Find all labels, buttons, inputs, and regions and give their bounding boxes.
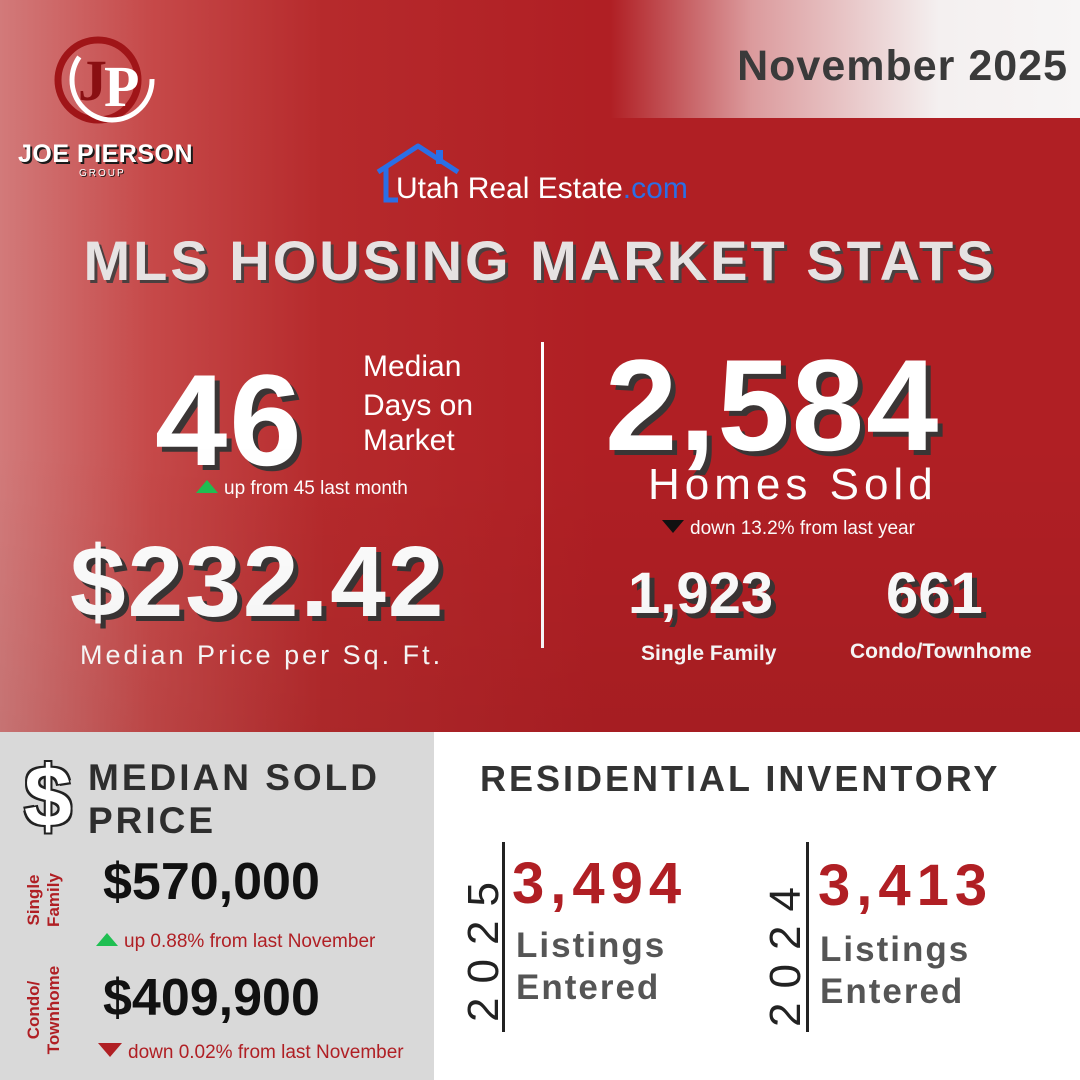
svg-text:J: J [78,48,107,113]
single-family-median-price: $570,000 [103,853,320,911]
dom-label-line3: Market [363,424,455,457]
source-name: Utah Real Estate [396,172,623,205]
residential-inventory-title: RESIDENTIAL INVENTORY [480,758,1001,799]
year-divider [502,842,505,1032]
dollar-icon: $ [24,749,72,845]
single-family-price-note: up 0.88% from last November [96,931,375,953]
down-arrow-icon [98,1043,122,1057]
dom-label-line1: Median [363,350,462,383]
single-family-sold-value: 1,923 [628,561,774,626]
date-band [610,0,1080,118]
svg-text:P: P [104,54,139,119]
condo-sold-label: Condo/Townhome [850,640,1032,663]
days-on-market-value: 46 [155,347,304,493]
divider [541,342,544,648]
brand-name: JOE PIERSON [18,140,193,168]
year-divider [806,842,809,1032]
up-arrow-icon [96,933,118,946]
listings-2025-label: Listings Entered [516,926,667,1007]
listings-2024-label: Listings Entered [820,930,971,1011]
median-sold-price-title: MEDIAN SOLD PRICE [88,757,380,841]
dom-change-note: up from 45 last month [196,478,408,500]
up-arrow-icon [196,480,218,493]
condo-sold-value: 661 [886,561,983,626]
source-tld: .com [622,172,688,205]
homes-sold-label: Homes Sold [648,460,938,509]
house-icon [376,143,460,203]
median-sold-price-panel [0,732,434,1080]
brand-sub: GROUP [79,168,126,179]
homes-sold-value: 2,584 [605,332,941,478]
condo-tag: Condo/ Townhome [24,965,63,1055]
source-logo-text: Utah Real Estate.com [396,172,688,206]
price-per-sqft-value: $232.42 [70,526,446,638]
single-family-sold-label: Single Family [641,642,777,665]
page-title: MLS HOUSING MARKET STATS [83,229,997,292]
residential-inventory-panel [434,732,1080,1080]
condo-median-price: $409,900 [103,969,320,1027]
price-per-sqft-label: Median Price per Sq. Ft. [80,640,444,670]
homes-sold-change-note: down 13.2% from last year [662,518,915,540]
dom-label-line2: Days on [363,389,474,422]
jp-logo-icon: J P [54,36,155,124]
listings-2025-value: 3,494 [512,851,688,916]
condo-price-note: down 0.02% from last November [98,1042,404,1064]
listings-2024-value: 3,413 [818,853,994,918]
report-date: November 2025 [737,42,1068,90]
single-family-tag: Single Family [24,873,63,927]
hero-panel: November 2025 J P JOE PIERSON GROUP Utah… [0,0,1080,732]
down-arrow-icon [662,520,684,533]
year-2024: 2024 [761,873,810,1027]
